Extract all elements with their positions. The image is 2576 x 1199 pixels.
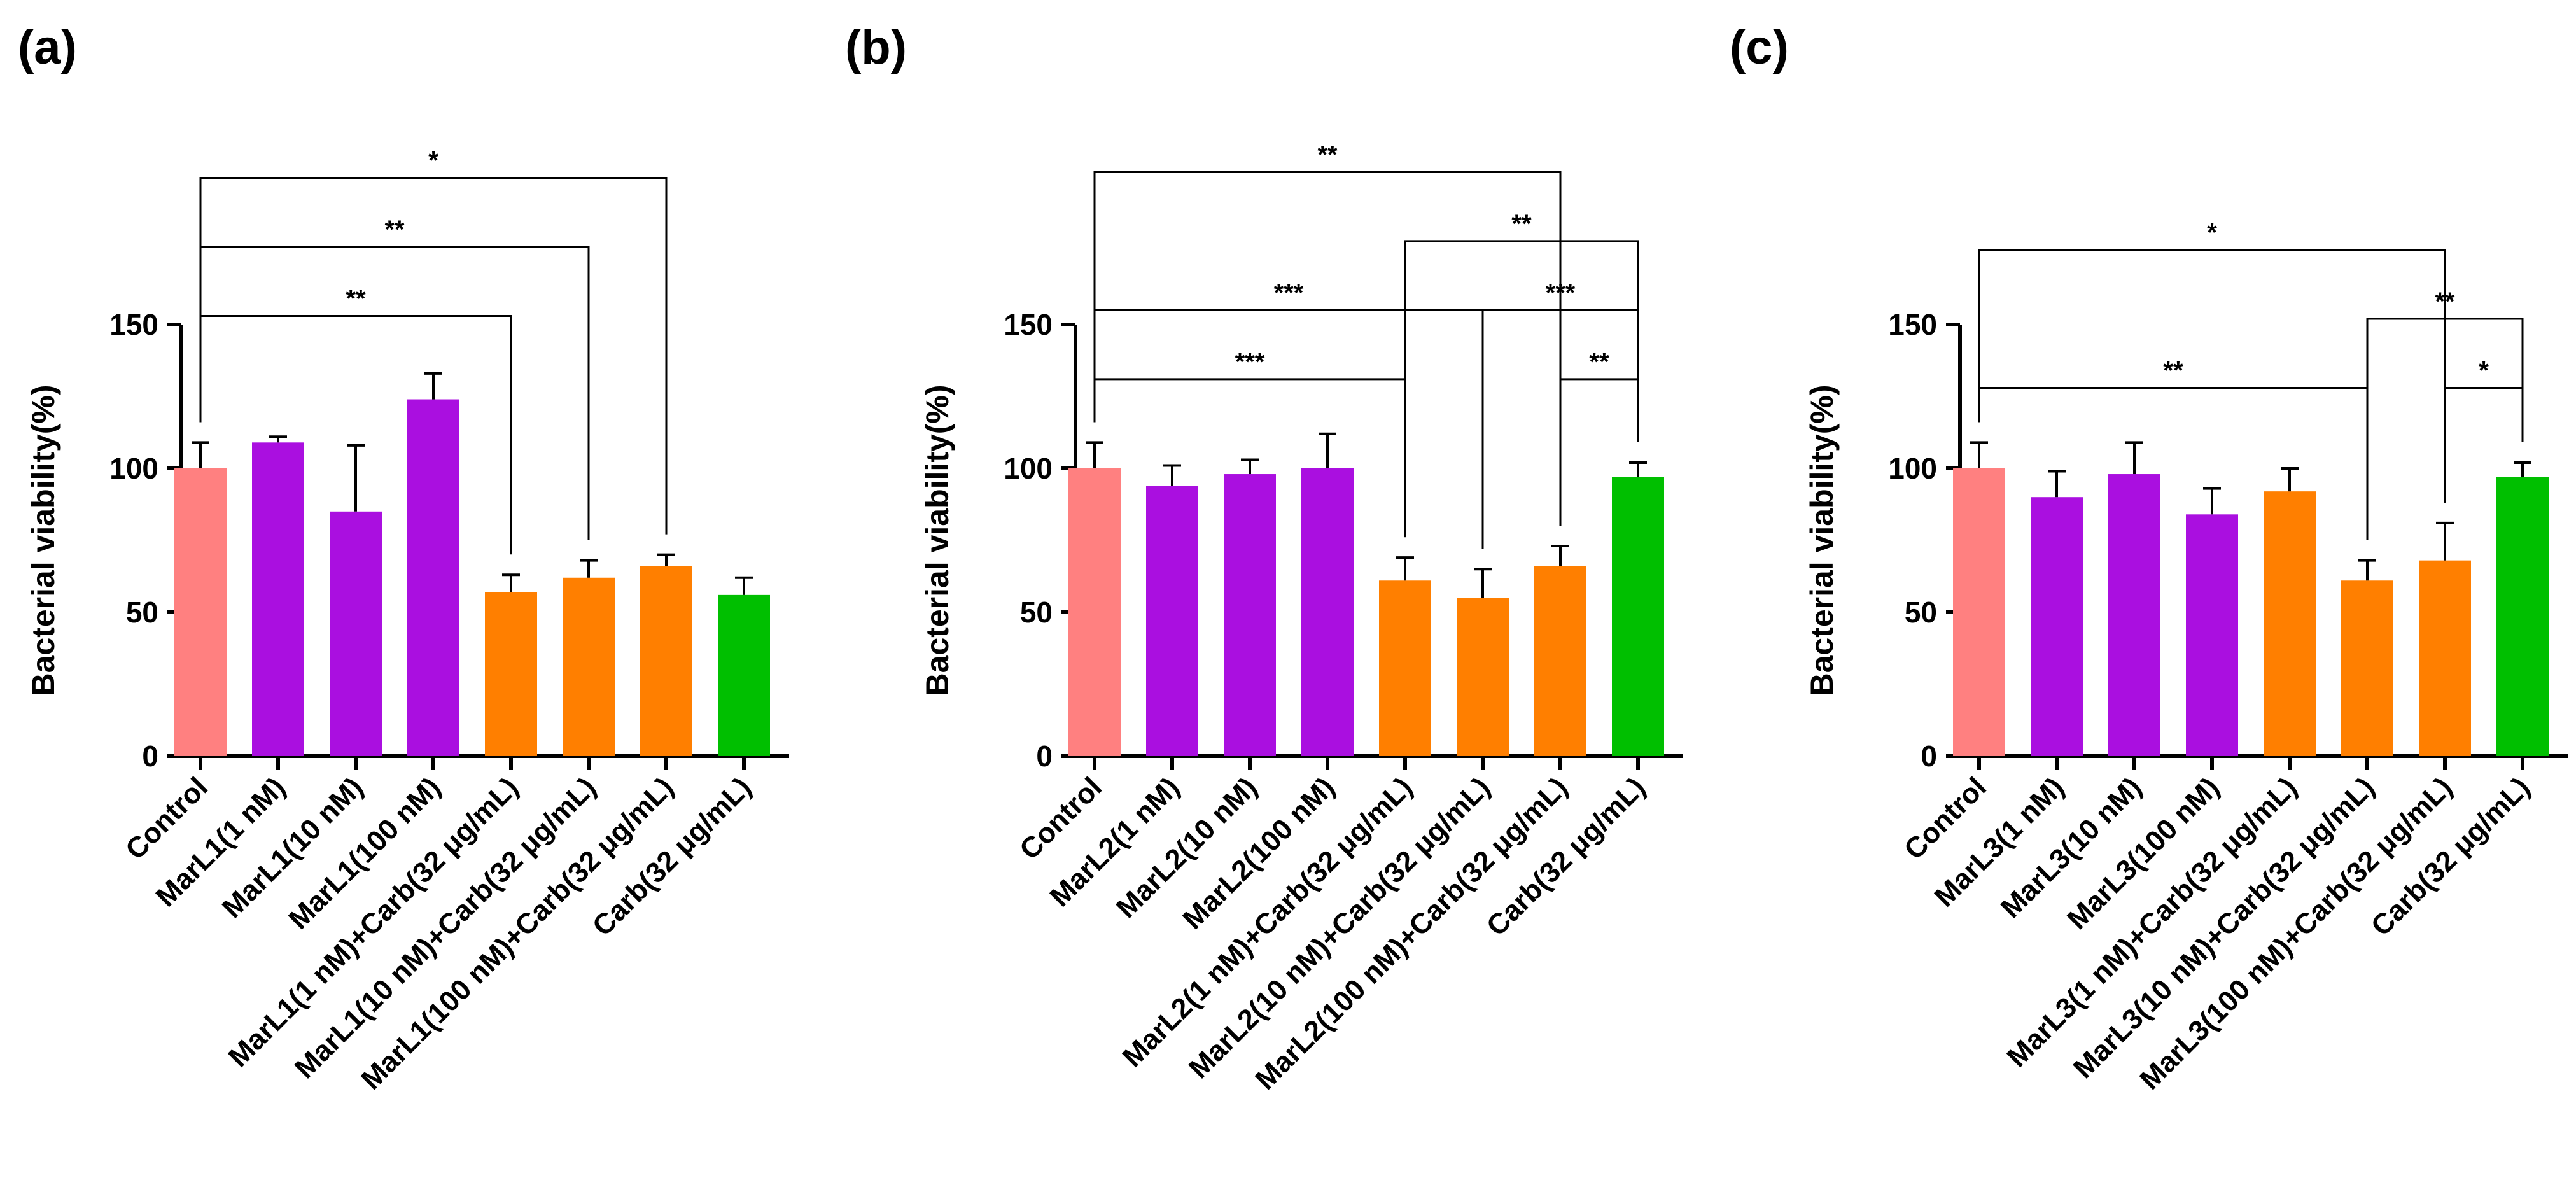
y-tick-label: 50 [1020, 596, 1053, 629]
y-axis-label: Bacterial viability(%) [1804, 384, 1840, 696]
bar [2341, 580, 2393, 756]
panel-label: (a) [18, 20, 77, 74]
significance-label: *** [1235, 348, 1265, 376]
bar [252, 442, 304, 756]
significance-label: * [428, 146, 438, 174]
significance-label: ** [1317, 141, 1338, 169]
y-tick-label: 100 [1004, 452, 1053, 485]
y-tick-label: 150 [1888, 308, 1937, 341]
bar [2419, 560, 2471, 756]
y-tick-label: 50 [126, 596, 158, 629]
significance-bracket [1978, 248, 2446, 503]
significance-label: * [2479, 356, 2489, 384]
panel-c: (c)Bacterial viability(%)050100150Contro… [1730, 20, 2568, 1096]
bar [1068, 468, 1121, 756]
bar [1612, 477, 1664, 756]
bar [640, 566, 692, 756]
bar [1379, 580, 1431, 756]
y-tick-label: 0 [142, 740, 158, 773]
y-axis-label: Bacterial viability(%) [25, 384, 61, 696]
significance-label: ** [1511, 210, 1532, 238]
y-tick-label: 150 [1004, 308, 1053, 341]
bar [2496, 477, 2549, 756]
panel-b: (b)Bacterial viability(%)050100150Contro… [845, 20, 1683, 1096]
x-tick-label: MarL2(10 nM) [1110, 771, 1263, 924]
bar [2108, 474, 2160, 756]
y-tick-label: 150 [109, 308, 158, 341]
y-tick-label: 0 [1036, 740, 1053, 773]
significance-label: * [2207, 218, 2217, 246]
significance-label: ** [384, 216, 405, 244]
bar [1146, 486, 1198, 756]
panel-label: (b) [845, 20, 907, 74]
bar [485, 592, 537, 756]
bar [2031, 497, 2083, 756]
y-tick-label: 0 [1921, 740, 1937, 773]
y-tick-label: 100 [1888, 452, 1937, 485]
y-tick-label: 100 [109, 452, 158, 485]
bar [1953, 468, 2005, 756]
y-axis-label: Bacterial viability(%) [920, 384, 955, 696]
bar [174, 468, 227, 756]
y-tick-label: 50 [1905, 596, 1937, 629]
significance-label: ** [346, 284, 366, 312]
bar [407, 399, 459, 756]
bar [330, 511, 382, 756]
bar [2264, 491, 2316, 756]
x-tick-label: MarL3(10 nM) [1994, 771, 2148, 924]
bar [718, 594, 770, 756]
bar [563, 577, 615, 756]
bar [1301, 468, 1354, 756]
bar [1224, 474, 1276, 756]
x-tick-label: MarL1(10 nM) [216, 771, 369, 924]
significance-bracket [1404, 240, 1639, 538]
significance-bracket [199, 176, 668, 535]
significance-label: ** [1589, 348, 1609, 376]
significance-bracket [1093, 171, 1562, 526]
bar [1534, 566, 1586, 756]
bar [2186, 514, 2238, 756]
bar [1457, 598, 1509, 756]
panel-a: (a)Bacterial viability(%)050100150Contro… [18, 20, 789, 1096]
significance-label: ** [2163, 356, 2183, 384]
significance-label: *** [1274, 279, 1304, 307]
panel-label: (c) [1730, 20, 1789, 74]
